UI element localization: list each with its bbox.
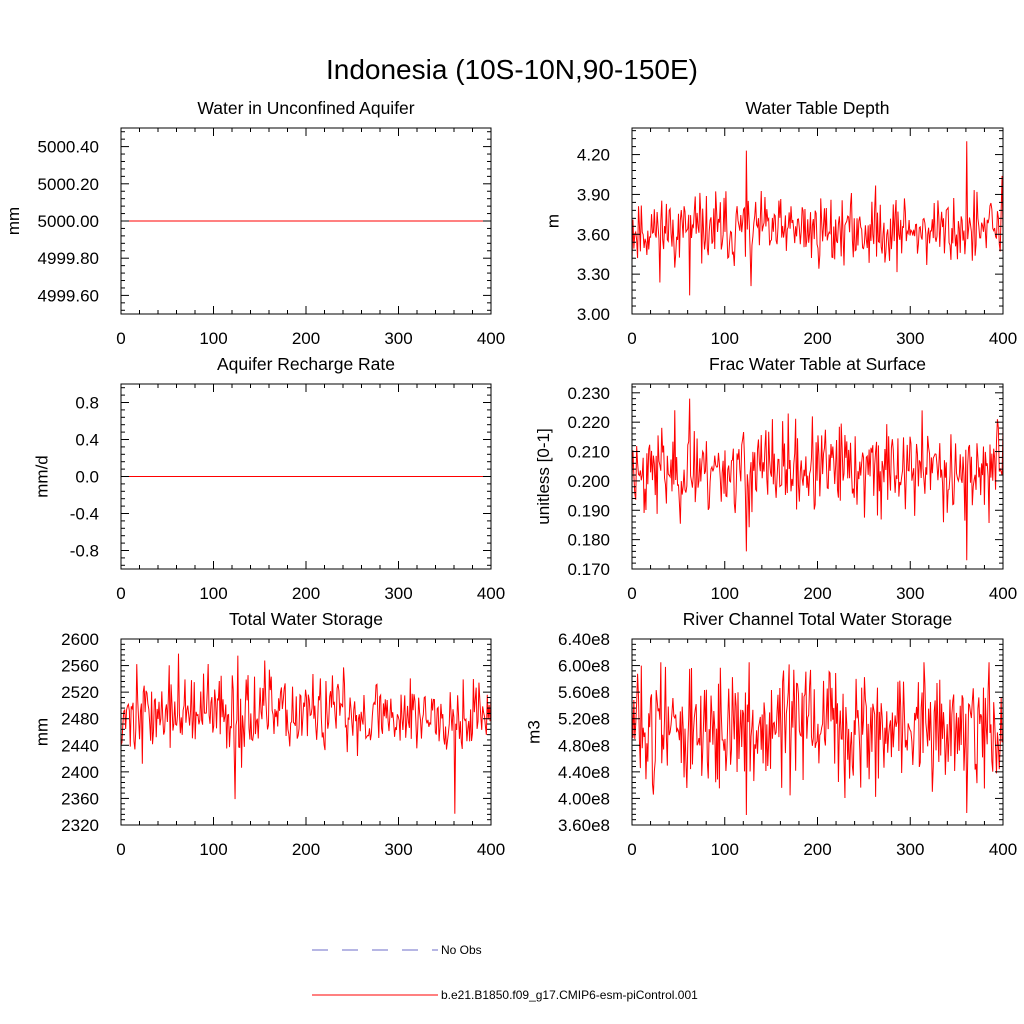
y-axis-label: mm/d xyxy=(32,455,51,498)
panel-4: Frac Water Table at Surface 0 100 200 300 400… xyxy=(534,354,1017,603)
y-tick-label: 0.220 xyxy=(567,413,610,432)
x-tick-label: 300 xyxy=(384,584,412,603)
x-tick-label: 100 xyxy=(199,584,227,603)
y-tick-label: 4.40e8 xyxy=(558,763,610,782)
x-tick-label: 0 xyxy=(116,840,125,859)
y-tick-label: 5000.20 xyxy=(38,175,99,194)
x-tick-label: 400 xyxy=(989,329,1017,348)
x-tick-label: 0 xyxy=(627,329,636,348)
panel-title: Total Water Storage xyxy=(229,609,383,629)
x-tick-label: 300 xyxy=(896,584,924,603)
panel-title: Water in Unconfined Aquifer xyxy=(197,98,414,118)
x-tick-label: 300 xyxy=(896,329,924,348)
series-line xyxy=(632,662,1003,816)
y-axis-label: m3 xyxy=(525,720,544,744)
panel-6: River Channel Total Water Storage 0 100 200… xyxy=(525,609,1018,859)
y-tick-label: 5.60e8 xyxy=(558,683,610,702)
panel-title: Aquifer Recharge Rate xyxy=(217,354,395,374)
x-tick-label: 400 xyxy=(477,840,505,859)
x-tick-label: 0 xyxy=(627,584,636,603)
x-tick-label: 200 xyxy=(803,584,831,603)
series-line xyxy=(632,141,1003,296)
y-tick-label: 0.4 xyxy=(75,431,99,450)
legend: No Obs b.e21.B1850.f09_g17.CMIP6-esm-piC… xyxy=(312,943,698,1002)
x-tick-label: 100 xyxy=(711,584,739,603)
x-tick-label: 400 xyxy=(477,584,505,603)
panel-title: Frac Water Table at Surface xyxy=(709,354,926,374)
panel-1: Water in Unconfined Aquifer 0 100 200 300 400… xyxy=(4,98,505,348)
x-tick-label: 0 xyxy=(627,840,636,859)
y-tick-label: 0.230 xyxy=(567,384,610,403)
y-tick-label: 5000.00 xyxy=(38,212,99,231)
y-tick-label: 2360 xyxy=(61,789,99,808)
y-tick-label: 3.60e8 xyxy=(558,816,610,835)
figure-title: Indonesia (10S-10N,90-150E) xyxy=(326,54,698,85)
y-tick-label: 2560 xyxy=(61,657,99,676)
x-tick-label: 200 xyxy=(292,584,320,603)
y-tick-label: -0.4 xyxy=(70,505,99,524)
y-tick-label: 0.210 xyxy=(567,443,610,462)
y-tick-label: 4.80e8 xyxy=(558,736,610,755)
panel-2: Water Table Depth 0 100 200 300 400 3.00 3.30 3.… xyxy=(543,98,1017,348)
y-tick-label: 6.00e8 xyxy=(558,657,610,676)
series-line xyxy=(632,398,1003,561)
y-tick-label: 4.20 xyxy=(577,146,610,165)
y-tick-label: 4.00e8 xyxy=(558,789,610,808)
y-tick-label: -0.8 xyxy=(70,542,99,561)
y-tick-label: 0.8 xyxy=(75,394,99,413)
y-tick-label: 0.200 xyxy=(567,472,610,491)
y-tick-label: 5.20e8 xyxy=(558,710,610,729)
panels: Water in Unconfined Aquifer 0 100 200 300 400… xyxy=(4,98,1017,859)
x-tick-label: 0 xyxy=(116,584,125,603)
legend-label-model: b.e21.B1850.f09_g17.CMIP6-esm-piControl.… xyxy=(441,988,698,1002)
legend-label-no-obs: No Obs xyxy=(441,943,482,957)
y-tick-label: 2440 xyxy=(61,736,99,755)
y-tick-label: 2600 xyxy=(61,630,99,649)
panel-5: Total Water Storage 0 100 200 300 400 2320 2360… xyxy=(32,609,505,859)
x-tick-label: 300 xyxy=(384,840,412,859)
y-tick-label: 3.00 xyxy=(577,305,610,324)
y-tick-label: 2320 xyxy=(61,816,99,835)
x-tick-label: 400 xyxy=(477,329,505,348)
y-tick-label: 0.180 xyxy=(567,531,610,550)
panel-3: Aquifer Recharge Rate 0 100 200 300 400 -0.8 -0… xyxy=(32,354,505,603)
panel-title: Water Table Depth xyxy=(746,98,890,118)
y-axis-label: unitless [0-1] xyxy=(534,428,553,524)
y-tick-label: 4999.60 xyxy=(38,286,99,305)
x-tick-label: 300 xyxy=(384,329,412,348)
x-tick-label: 0 xyxy=(116,329,125,348)
y-tick-label: 2400 xyxy=(61,763,99,782)
x-tick-label: 300 xyxy=(896,840,924,859)
x-tick-label: 100 xyxy=(711,840,739,859)
plot-frame xyxy=(631,127,1004,315)
y-tick-label: 5000.40 xyxy=(38,138,99,157)
y-tick-label: 0.0 xyxy=(75,468,99,487)
x-tick-label: 200 xyxy=(292,840,320,859)
x-tick-label: 100 xyxy=(199,840,227,859)
x-tick-label: 100 xyxy=(199,329,227,348)
series-line xyxy=(121,653,491,814)
y-axis-label: m xyxy=(543,214,562,228)
y-tick-label: 0.170 xyxy=(567,560,610,579)
y-tick-label: 3.60 xyxy=(577,225,610,244)
x-tick-label: 400 xyxy=(989,840,1017,859)
y-tick-label: 3.30 xyxy=(577,265,610,284)
y-tick-label: 2480 xyxy=(61,710,99,729)
y-tick-label: 2520 xyxy=(61,683,99,702)
y-tick-label: 4999.80 xyxy=(38,249,99,268)
x-tick-label: 200 xyxy=(803,840,831,859)
x-tick-label: 200 xyxy=(803,329,831,348)
y-axis-label: mm xyxy=(4,207,23,235)
y-axis-label: mm xyxy=(32,718,51,746)
x-tick-label: 100 xyxy=(711,329,739,348)
y-tick-label: 3.90 xyxy=(577,185,610,204)
y-tick-label: 6.40e8 xyxy=(558,630,610,649)
x-tick-label: 200 xyxy=(292,329,320,348)
y-tick-label: 0.190 xyxy=(567,501,610,520)
x-tick-label: 400 xyxy=(989,584,1017,603)
panel-title: River Channel Total Water Storage xyxy=(683,609,952,629)
